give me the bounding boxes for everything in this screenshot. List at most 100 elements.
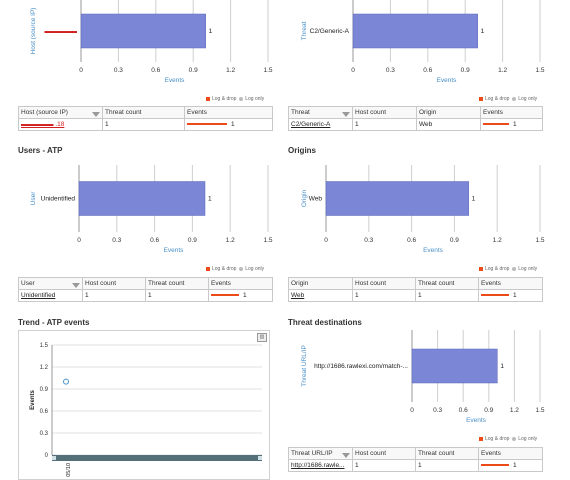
x-tick-label: 1.5 [535, 407, 544, 414]
origin-link[interactable]: Web [288, 289, 353, 302]
table-header-row: Host (source IP) Threat count Events [18, 106, 273, 119]
x-tick-label: 0.3 [433, 407, 442, 414]
x-tick-label: 0 [79, 67, 83, 74]
user-link[interactable]: Unidentified [18, 289, 83, 302]
col-header-user[interactable]: User [18, 277, 83, 290]
col-header-threat-count[interactable]: Threat count [415, 277, 479, 290]
legend-threats: Log & drop Log only [479, 96, 537, 102]
col-header-origin[interactable]: Origin [416, 106, 481, 119]
col-header-host-count[interactable]: Host count [352, 277, 416, 290]
col-header-host[interactable]: Host (source IP) [18, 106, 103, 119]
legend-log-drop: Log & drop [485, 96, 510, 102]
x-axis-label: Events [165, 77, 186, 84]
legend-log-drop: Log & drop [485, 266, 510, 272]
legend-log-only: Log only [245, 96, 265, 102]
col-header-host-count[interactable]: Host count [352, 447, 416, 460]
y-tick-label: 0.9 [40, 387, 49, 393]
bar [325, 181, 469, 216]
bar [78, 181, 206, 216]
destinations-chart: 0 0.3 0.6 0.9 1.2 1.5 1 http://1686.rawlexi.com… [301, 330, 545, 424]
x-tick-label: 0.6 [459, 407, 468, 414]
filter-icon[interactable] [342, 452, 350, 458]
x-tick-label: 1.5 [535, 67, 544, 74]
bar-value-label: 1 [500, 363, 504, 370]
y-axis-label: Origin [301, 189, 308, 207]
users-table: User Host count Threat count Events Unid… [18, 277, 273, 302]
threat-url-link[interactable]: http://1686.rawle... [288, 459, 353, 472]
col-header-threat-count[interactable]: Threat count [415, 447, 479, 460]
col-header-threat-count[interactable]: Threat count [145, 277, 209, 290]
table-header-row: User Host count Threat count Events [18, 277, 273, 290]
bar [80, 13, 206, 49]
bar [411, 348, 498, 384]
log-drop-swatch [479, 96, 483, 101]
events-bar [187, 123, 227, 126]
origins-table: Origin Host count Threat count Events We… [288, 277, 543, 302]
origins-title: Origins [288, 146, 317, 155]
category-label: ▬▬▬▬▬ [45, 28, 78, 35]
x-axis-label: Events [423, 247, 444, 254]
x-tick-label: 0 [324, 237, 328, 244]
legend-log-drop: Log & drop [485, 436, 510, 442]
x-tick-label: 0.6 [151, 67, 160, 74]
x-tick-label: 0.6 [423, 67, 432, 74]
origins-chart: 0 0.3 0.6 0.9 1.2 1.5 1 Web Events Origin [301, 165, 545, 254]
x-tick-label: 05/10 [66, 463, 72, 477]
x-tick-label: 0.3 [386, 67, 395, 74]
col-header-threat-count[interactable]: Threat count [102, 106, 185, 119]
legend-users: Log & drop Log only [206, 266, 264, 272]
log-drop-swatch [479, 436, 483, 441]
y-tick-label: 1.5 [40, 343, 49, 349]
x-tick-label: 1.5 [263, 237, 272, 244]
threat-destinations-title: Threat destinations [288, 318, 362, 327]
x-tick-label: 0.9 [450, 237, 459, 244]
col-header-events[interactable]: Events [478, 447, 543, 460]
scrollbar-handle-right [258, 456, 262, 460]
host-count-cell: 1 [352, 118, 417, 131]
filter-icon[interactable] [72, 282, 80, 288]
col-header-events[interactable]: Events [480, 106, 543, 119]
y-axis-label: User [30, 191, 37, 206]
table-header-row: Threat Host count Origin Events [288, 106, 543, 119]
events-bar [211, 294, 239, 297]
col-header-events[interactable]: Events [208, 277, 273, 290]
col-header-events[interactable]: Events [478, 277, 543, 290]
col-header-threat-url[interactable]: Threat URL/IP [288, 447, 353, 460]
hosts-table: Host (source IP) Threat count Events ▬▬▬… [18, 106, 273, 131]
legend-hosts: Log & drop Log only [206, 96, 264, 102]
filter-icon[interactable] [342, 111, 350, 117]
col-header-host-count[interactable]: Host count [352, 106, 417, 119]
events-cell: 1 [480, 118, 543, 131]
host-link[interactable]: ▬▬▬▬▬ .18 [18, 118, 103, 131]
y-tick-label: 0.3 [40, 431, 49, 437]
events-cell: 1 [478, 289, 543, 302]
col-header-origin[interactable]: Origin [288, 277, 353, 290]
x-axis-label: Events [466, 417, 487, 424]
threat-count-cell: 1 [415, 459, 479, 472]
col-header-host-count[interactable]: Host count [82, 277, 146, 290]
y-tick-label: 0.6 [40, 409, 49, 415]
x-tick-label: 0.9 [484, 407, 493, 414]
host-count-cell: 1 [352, 459, 416, 472]
bar-value-label: 1 [208, 196, 212, 203]
threat-link[interactable]: C2/Generic-A [288, 118, 353, 131]
x-tick-label: 1.2 [510, 407, 519, 414]
y-tick-label: 1.2 [40, 365, 49, 371]
chart-options-icon[interactable]: ▥ [257, 333, 267, 342]
x-tick-label: 1.2 [498, 67, 507, 74]
legend-destinations: Log & drop Log only [479, 436, 537, 442]
filter-icon[interactable] [92, 111, 100, 117]
table-row: C2/Generic-A 1 Web 1 [288, 118, 543, 131]
x-tick-label: 0.6 [150, 237, 159, 244]
events-bar [481, 294, 509, 297]
col-header-threat[interactable]: Threat [288, 106, 353, 119]
category-label: http://1686.rawlexi.com/match-... [314, 363, 408, 370]
col-header-events[interactable]: Events [184, 106, 273, 119]
y-tick-label: 0 [45, 453, 49, 459]
x-tick-label: 0 [77, 237, 81, 244]
log-drop-swatch [206, 96, 210, 101]
table-row: ▬▬▬▬▬ .18 1 1 [18, 118, 273, 131]
table-row: Unidentified 1 1 1 [18, 289, 273, 302]
log-only-swatch [239, 266, 244, 271]
table-row: http://1686.rawle... 1 1 1 [288, 459, 543, 472]
